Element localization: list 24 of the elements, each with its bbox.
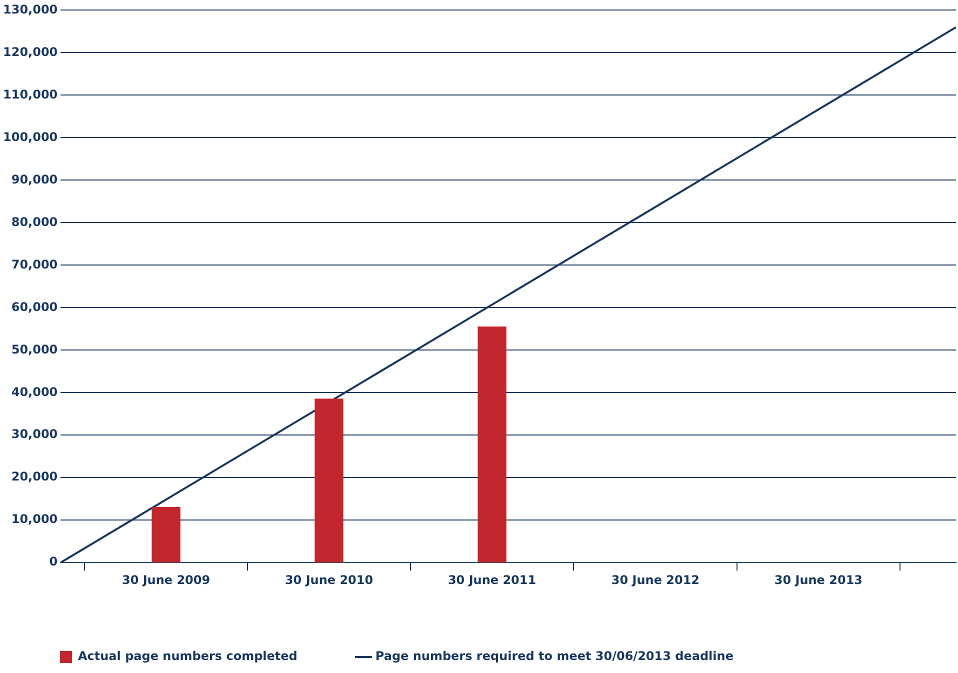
bar <box>152 507 180 562</box>
y-tick-label: 80,000 <box>11 214 58 229</box>
y-tick-label: 50,000 <box>11 342 58 356</box>
bar <box>478 326 506 562</box>
y-tick-label: 60,000 <box>11 300 58 314</box>
x-tick-label: 30 June 2009 <box>122 572 210 587</box>
legend-label: Page numbers required to meet 30/06/2013 deadline <box>375 649 734 664</box>
legend-label: Actual page numbers completed <box>78 649 298 664</box>
y-tick-label: 100,000 <box>3 130 58 144</box>
y-tick-label: 40,000 <box>11 384 58 399</box>
y-tick-label: 30,000 <box>11 427 58 442</box>
y-tick-label: 130,000 <box>3 2 58 16</box>
y-tick-label: 70,000 <box>11 257 58 272</box>
x-tick-label: 30 June 2010 <box>284 572 374 587</box>
y-tick-label: 10,000 <box>11 512 58 526</box>
y-tick-label: 90,000 <box>11 172 58 186</box>
x-tick-label: 30 June 2012 <box>611 572 700 587</box>
y-tick-label: 110,000 <box>3 87 58 102</box>
x-tick-label: 30 June 2011 <box>448 572 536 587</box>
bar <box>314 398 344 562</box>
y-tick-label: 20,000 <box>11 470 58 484</box>
y-tick-label: 0 <box>49 554 58 569</box>
y-tick-label: 120,000 <box>3 44 58 59</box>
x-tick-label: 30 June 2013 <box>774 572 863 587</box>
